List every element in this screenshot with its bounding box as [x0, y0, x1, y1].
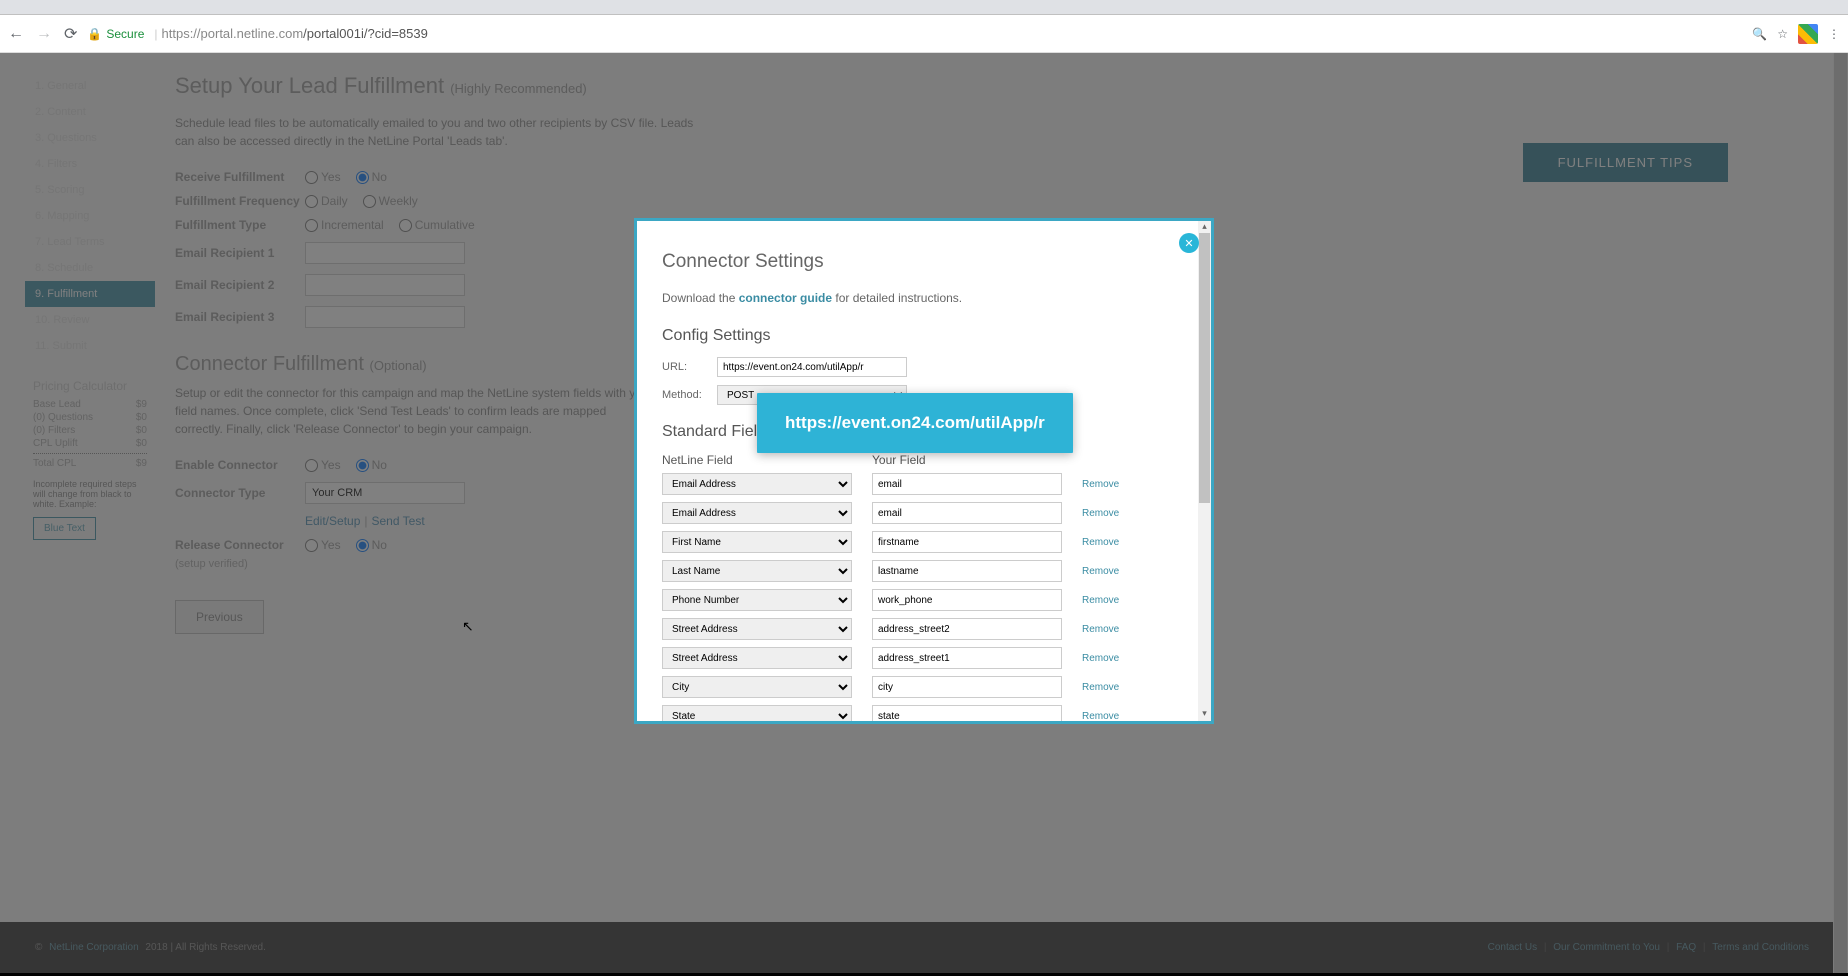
- remove-link[interactable]: Remove: [1082, 595, 1119, 606]
- remove-link[interactable]: Remove: [1082, 537, 1119, 548]
- remove-link[interactable]: Remove: [1082, 653, 1119, 664]
- remove-link[interactable]: Remove: [1082, 508, 1119, 519]
- modal-scrollbar[interactable]: ▴ ▾: [1198, 221, 1211, 721]
- netline-field-select[interactable]: Email Address: [662, 473, 852, 495]
- your-field-input[interactable]: [872, 647, 1062, 669]
- connector-guide-link[interactable]: connector guide: [739, 291, 832, 305]
- netline-field-select[interactable]: First Name: [662, 531, 852, 553]
- netline-field-select[interactable]: Street Address: [662, 647, 852, 669]
- remove-link[interactable]: Remove: [1082, 479, 1119, 490]
- back-icon[interactable]: ←: [8, 25, 24, 43]
- connector-settings-modal: ✕ Connector Settings Download the connec…: [634, 218, 1214, 724]
- netline-field-select[interactable]: Phone Number: [662, 589, 852, 611]
- netline-field-select[interactable]: Email Address: [662, 502, 852, 524]
- your-field-input[interactable]: [872, 531, 1062, 553]
- menu-icon[interactable]: ⋮: [1828, 27, 1840, 41]
- url-callout: https://event.on24.com/utilApp/r: [757, 393, 1073, 453]
- netline-field-select[interactable]: City: [662, 676, 852, 698]
- your-field-input[interactable]: [872, 618, 1062, 640]
- secure-badge: 🔒 Secure: [87, 27, 144, 41]
- forward-icon[interactable]: →: [36, 25, 52, 43]
- field-mapping-row: Email Address Remove: [662, 502, 1186, 524]
- method-label: Method:: [662, 389, 717, 401]
- url-text[interactable]: https://portal.netline.com/portal001i/?c…: [162, 26, 1753, 41]
- field-mapping-row: Phone Number Remove: [662, 589, 1186, 611]
- your-field-input[interactable]: [872, 589, 1062, 611]
- your-field-input[interactable]: [872, 473, 1062, 495]
- netline-field-select[interactable]: Last Name: [662, 560, 852, 582]
- your-field-header: Your Field: [872, 453, 1072, 467]
- your-field-input[interactable]: [872, 676, 1062, 698]
- zoom-icon[interactable]: 🔍: [1752, 27, 1767, 41]
- remove-link[interactable]: Remove: [1082, 711, 1119, 722]
- your-field-input[interactable]: [872, 502, 1062, 524]
- address-bar: ← → ⟳ 🔒 Secure | https://portal.netline.…: [0, 15, 1848, 53]
- field-mapping-row: Last Name Remove: [662, 560, 1186, 582]
- config-settings-heading: Config Settings: [662, 327, 1186, 345]
- remove-link[interactable]: Remove: [1082, 566, 1119, 577]
- cursor-icon: ↖: [462, 618, 474, 635]
- field-mapping-row: First Name Remove: [662, 531, 1186, 553]
- field-mapping-row: City Remove: [662, 676, 1186, 698]
- netline-field-select[interactable]: Street Address: [662, 618, 852, 640]
- field-mapping-row: Street Address Remove: [662, 618, 1186, 640]
- url-input[interactable]: [717, 357, 907, 377]
- netline-field-header: NetLine Field: [662, 453, 872, 467]
- star-icon[interactable]: ☆: [1777, 27, 1788, 41]
- remove-link[interactable]: Remove: [1082, 624, 1119, 635]
- modal-title: Connector Settings: [662, 251, 1186, 273]
- field-mapping-row: Email Address Remove: [662, 473, 1186, 495]
- reload-icon[interactable]: ⟳: [64, 24, 77, 44]
- modal-intro: Download the connector guide for detaile…: [662, 291, 1186, 305]
- remove-link[interactable]: Remove: [1082, 682, 1119, 693]
- lock-icon: 🔒: [87, 27, 102, 41]
- field-mapping-row: Street Address Remove: [662, 647, 1186, 669]
- url-label: URL:: [662, 361, 717, 373]
- modal-close-button[interactable]: ✕: [1179, 233, 1199, 253]
- extension-icon[interactable]: [1798, 24, 1818, 44]
- netline-field-select[interactable]: State: [662, 705, 852, 721]
- your-field-input[interactable]: [872, 560, 1062, 582]
- field-mapping-row: State Remove: [662, 705, 1186, 721]
- your-field-input[interactable]: [872, 705, 1062, 721]
